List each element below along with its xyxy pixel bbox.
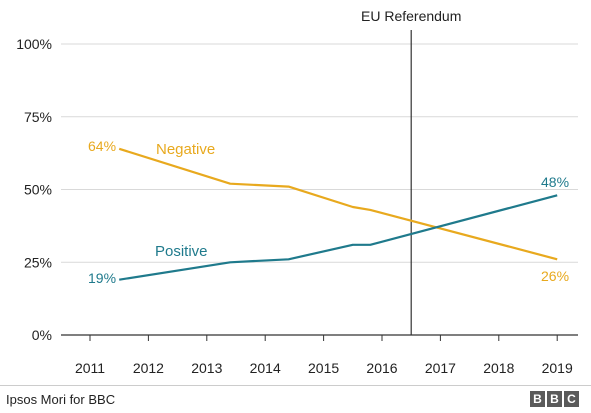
x-tick-label: 2012 <box>133 360 164 376</box>
source-credit: Ipsos Mori for BBC <box>6 392 116 407</box>
referendum-label: EU Referendum <box>361 8 461 24</box>
y-tick-label: 75% <box>24 109 52 125</box>
line-chart: 0% 25% 50% 75% 100% 2011 2012 2013 2014 2015 2016 2… <box>16 8 578 376</box>
series-line-positive <box>119 194 558 281</box>
data-label-negative-start: 64% <box>88 138 116 154</box>
x-tick-label: 2017 <box>425 360 456 376</box>
data-label-positive-start: 19% <box>88 270 116 286</box>
data-label-positive-end: 48% <box>541 174 569 190</box>
x-tick-label: 2014 <box>250 360 281 376</box>
y-tick-label: 25% <box>24 254 52 270</box>
x-tick-label: 2011 <box>75 360 105 376</box>
logo-letter-c: C <box>564 391 579 407</box>
footer-divider <box>0 385 591 386</box>
series-label-positive: Positive <box>155 243 208 260</box>
x-tick-label: 2015 <box>308 360 339 376</box>
x-tick-label: 2018 <box>483 360 514 376</box>
series-label-negative: Negative <box>156 141 215 158</box>
data-label-negative-end: 26% <box>541 268 569 284</box>
x-tick-label: 2016 <box>366 360 397 376</box>
series-line-negative <box>118 147 558 261</box>
logo-letter-b2: B <box>547 391 562 407</box>
x-tick-label: 2019 <box>542 360 573 376</box>
y-tick-label: 50% <box>24 182 52 198</box>
y-tick-label: 0% <box>32 327 52 343</box>
y-tick-label: 100% <box>16 36 52 52</box>
bbc-logo: B B C <box>530 391 579 407</box>
x-tick-label: 2013 <box>191 360 222 376</box>
logo-letter-b1: B <box>530 391 545 407</box>
